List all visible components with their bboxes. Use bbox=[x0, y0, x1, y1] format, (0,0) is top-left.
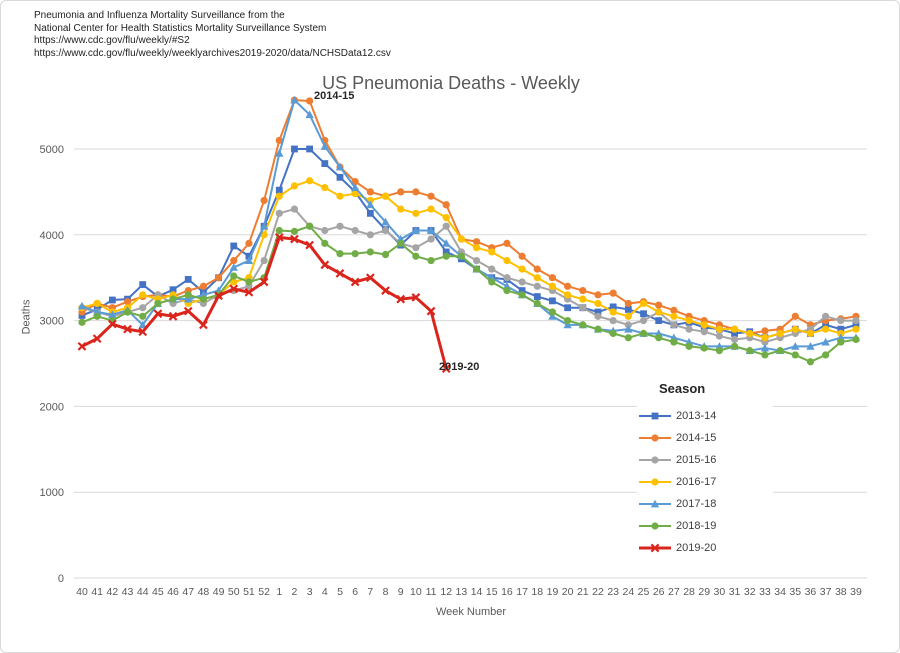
annotation-2019-20: 2019-20 bbox=[439, 361, 480, 373]
header-line-4: https://www.cdc.gov/flu/weekly/weeklyarc… bbox=[34, 47, 391, 59]
x-tick-label: 47 bbox=[182, 586, 194, 598]
x-tick-label: 9 bbox=[398, 586, 404, 598]
x-tick-label: 12 bbox=[440, 586, 452, 598]
x-tick-label: 52 bbox=[258, 586, 270, 598]
legend-item-2018-19: 2018-19 bbox=[637, 515, 773, 537]
legend-swatch-circle-marker bbox=[639, 434, 671, 442]
x-tick-label: 42 bbox=[107, 586, 119, 598]
x-tick-label: 26 bbox=[653, 586, 665, 598]
x-tick-label: 16 bbox=[501, 586, 513, 598]
legend-item-2017-18: 2017-18 bbox=[637, 493, 773, 515]
x-tick-label: 51 bbox=[243, 586, 255, 598]
series-2015-16 bbox=[78, 205, 860, 346]
x-tick-label: 37 bbox=[820, 586, 832, 598]
x-tick-label: 31 bbox=[729, 586, 741, 598]
x-tick-label: 24 bbox=[622, 586, 634, 598]
header-line-1: Pneumonia and Influenza Mortality Survei… bbox=[34, 10, 285, 21]
x-tick-label: 10 bbox=[410, 586, 422, 598]
legend-label: 2019-20 bbox=[676, 542, 717, 554]
source-header: Pneumonia and Influenza Mortality Survei… bbox=[34, 10, 391, 60]
legend: Season 2013-14 2014-15 2015-16 2016-17 2017-… bbox=[637, 377, 773, 561]
annotation-2014-15: 2014-15 bbox=[314, 90, 355, 102]
x-tick-label: 18 bbox=[531, 586, 543, 598]
x-tick-label: 21 bbox=[577, 586, 589, 598]
x-tick-label: 38 bbox=[835, 586, 847, 598]
legend-item-2014-15: 2014-15 bbox=[637, 427, 773, 449]
x-tick-label: 27 bbox=[668, 586, 680, 598]
x-tick-label: 4 bbox=[322, 586, 328, 598]
y-tick-label: 4000 bbox=[40, 230, 64, 242]
legend-label: 2018-19 bbox=[676, 520, 717, 532]
legend-item-2019-20: 2019-20 bbox=[637, 537, 773, 559]
x-tick-label: 1 bbox=[276, 586, 282, 598]
legend-item-2015-16: 2015-16 bbox=[637, 449, 773, 471]
x-tick-label: 50 bbox=[228, 586, 240, 598]
x-tick-label: 7 bbox=[367, 586, 373, 598]
x-tick-label: 17 bbox=[516, 586, 528, 598]
legend-swatch-x-marker bbox=[639, 543, 671, 553]
y-tick-label: 2000 bbox=[40, 401, 64, 413]
x-tick-label: 19 bbox=[547, 586, 559, 598]
x-tick-label: 22 bbox=[592, 586, 604, 598]
legend-label: 2014-15 bbox=[676, 432, 717, 444]
x-tick-label: 5 bbox=[337, 586, 343, 598]
x-tick-label: 13 bbox=[456, 586, 468, 598]
x-tick-label: 36 bbox=[805, 586, 817, 598]
x-tick-label: 40 bbox=[76, 586, 88, 598]
x-tick-label: 28 bbox=[683, 586, 695, 598]
header-line-2: National Center for Health Statistics Mo… bbox=[34, 22, 327, 34]
x-tick-label: 45 bbox=[152, 586, 164, 598]
x-tick-label: 14 bbox=[471, 586, 483, 598]
header-line-3: https://www.cdc.gov/flu/weekly/#S2 bbox=[34, 35, 190, 46]
x-tick-label: 30 bbox=[714, 586, 726, 598]
x-tick-label: 11 bbox=[426, 586, 437, 598]
legend-label: 2017-18 bbox=[676, 498, 717, 510]
x-tick-label: 6 bbox=[352, 586, 358, 598]
legend-swatch-circle-marker bbox=[639, 522, 671, 530]
x-tick-label: 20 bbox=[562, 586, 574, 598]
x-tick-label: 2 bbox=[292, 586, 298, 598]
x-tick-label: 23 bbox=[607, 586, 619, 598]
legend-label: 2016-17 bbox=[676, 476, 717, 488]
legend-items: 2013-14 2014-15 2015-16 2016-17 2017-18 2018-… bbox=[637, 405, 773, 559]
legend-label: 2015-16 bbox=[676, 454, 717, 466]
x-tick-label: 32 bbox=[744, 586, 756, 598]
legend-title: Season bbox=[659, 381, 706, 396]
x-tick-label: 43 bbox=[122, 586, 134, 598]
series-2018-19 bbox=[78, 222, 860, 366]
legend-item-2016-17: 2016-17 bbox=[637, 471, 773, 493]
x-axis-title: Week Number bbox=[435, 606, 507, 618]
legend-swatch-circle-marker bbox=[639, 478, 671, 486]
x-tick-label: 33 bbox=[759, 586, 771, 598]
legend-item-2013-14: 2013-14 bbox=[637, 405, 773, 427]
legend-swatch-circle-marker bbox=[639, 456, 671, 464]
x-tick-label: 49 bbox=[213, 586, 225, 598]
y-tick-label: 0 bbox=[58, 573, 64, 585]
x-tick-label: 44 bbox=[137, 586, 149, 598]
series-2019-20 bbox=[77, 232, 451, 374]
x-tick-label: 29 bbox=[698, 586, 710, 598]
y-tick-label: 5000 bbox=[40, 144, 64, 156]
x-tick-label: 35 bbox=[789, 586, 801, 598]
x-tick-label: 46 bbox=[167, 586, 179, 598]
x-tick-label: 8 bbox=[383, 586, 389, 598]
x-tick-label: 3 bbox=[307, 586, 313, 598]
series-2017-18 bbox=[77, 95, 861, 355]
legend-swatch-triangle-marker bbox=[639, 499, 671, 508]
x-tick-label: 48 bbox=[198, 586, 210, 598]
legend-swatch-square-marker bbox=[639, 412, 671, 420]
y-tick-label: 3000 bbox=[40, 316, 64, 328]
chart-title: US Pneumonia Deaths - Weekly bbox=[322, 73, 580, 93]
y-tick-label: 1000 bbox=[40, 487, 64, 499]
x-tick-label: 15 bbox=[486, 586, 498, 598]
x-tick-label: 39 bbox=[850, 586, 862, 598]
x-tick-label: 34 bbox=[774, 586, 786, 598]
x-tick-label: 25 bbox=[638, 586, 650, 598]
legend-label: 2013-14 bbox=[676, 410, 717, 422]
x-tick-label: 41 bbox=[91, 586, 103, 598]
